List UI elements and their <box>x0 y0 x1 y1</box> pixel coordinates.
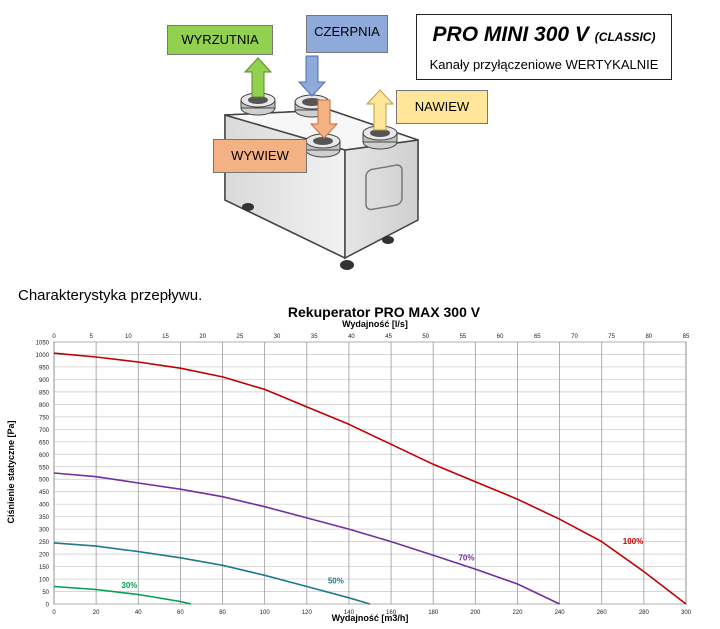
y-tick-label: 250 <box>39 540 50 546</box>
series-label: 100% <box>623 537 643 546</box>
x2-tick-label: 5 <box>90 334 94 340</box>
plot-frame <box>53 341 687 605</box>
label-wywiew: WYWIEW <box>213 139 307 173</box>
x2-tick-label: 70 <box>571 334 578 340</box>
arrow-down-czerpnia-icon <box>297 55 327 97</box>
x2-tick-label: 10 <box>125 334 132 340</box>
y-tick-label: 700 <box>39 428 50 434</box>
series-line-50pct <box>53 542 371 605</box>
label-wyrzutnia: WYRZUTNIA <box>167 25 273 55</box>
series-label: 50% <box>328 577 344 586</box>
model-subtitle: Kanały przyłączeniowe WERTYKALNIE <box>429 57 659 72</box>
x2-tick-label: 25 <box>237 334 244 340</box>
x2-tick-label: 80 <box>645 334 652 340</box>
x-tick-label: 0 <box>52 610 56 616</box>
y-tick-label: 750 <box>39 415 50 421</box>
x2-tick-label: 75 <box>608 334 615 340</box>
y-tick-label: 100 <box>39 578 50 584</box>
x2-tick-label: 0 <box>52 334 56 340</box>
chart-title: Rekuperator PRO MAX 300 V <box>288 304 481 320</box>
port-nawiew <box>362 125 398 150</box>
y-tick-label: 350 <box>39 515 50 521</box>
x-tick-label: 220 <box>512 610 523 616</box>
x2-tick-label: 20 <box>199 334 206 340</box>
x2-tick-label: 15 <box>162 334 169 340</box>
x2-tick-label: 50 <box>422 334 429 340</box>
x-tick-label: 180 <box>428 610 439 616</box>
x-tick-label: 100 <box>260 610 271 616</box>
label-czerpnia: CZERPNIA <box>306 15 388 53</box>
x-tick-label: 160 <box>386 610 397 616</box>
x2-tick-label: 85 <box>683 334 690 340</box>
y-tick-label: 1000 <box>36 353 50 359</box>
arrow-up-nawiew-icon <box>365 89 395 131</box>
x2-tick-label: 35 <box>311 334 318 340</box>
y-tick-label: 50 <box>42 590 49 596</box>
x-tick-label: 200 <box>470 610 481 616</box>
y-tick-label: 200 <box>39 553 50 559</box>
x-tick-label: 260 <box>597 610 608 616</box>
x2-tick-label: 40 <box>348 334 355 340</box>
x-tick-label: 280 <box>639 610 650 616</box>
caption: Charakterystyka przepływu. <box>18 287 203 304</box>
model-variant: (CLASSIC) <box>594 30 656 44</box>
arrow-down-wywiew-icon <box>309 99 339 139</box>
y-tick-label: 600 <box>39 453 50 459</box>
series-line-70pct <box>53 472 560 605</box>
port-wyrzutnia <box>240 92 276 116</box>
y-tick-label: 400 <box>39 503 50 509</box>
x-tick-label: 60 <box>177 610 184 616</box>
arrow-up-wyrzutnia-icon <box>243 57 273 98</box>
y-tick-label: 1050 <box>36 341 50 347</box>
x-tick-label: 40 <box>135 610 142 616</box>
y-tick-label: 800 <box>39 403 50 409</box>
x2-axis-label: Wydajność [l/s] <box>342 319 408 329</box>
x-axis-label: Wydajność [m3/h] <box>332 613 409 623</box>
y-tick-label: 300 <box>39 528 50 534</box>
y-tick-label: 150 <box>39 565 50 571</box>
x-tick-label: 20 <box>93 610 100 616</box>
x2-tick-label: 60 <box>497 334 504 340</box>
plot-area: 0501001502002503003504004505005506006507… <box>36 334 692 616</box>
x2-tick-label: 45 <box>385 334 392 340</box>
y-tick-label: 550 <box>39 465 50 471</box>
x2-tick-label: 65 <box>534 334 541 340</box>
x2-tick-label: 55 <box>460 334 467 340</box>
y-tick-label: 0 <box>46 603 50 609</box>
model-name: PRO MINI 300 V <box>432 23 589 46</box>
x-tick-label: 140 <box>344 610 355 616</box>
y-tick-label: 650 <box>39 440 50 446</box>
title-box: PRO MINI 300 V (CLASSIC) Kanały przyłącz… <box>416 14 672 80</box>
x-tick-label: 300 <box>681 610 692 616</box>
series-line-30pct <box>53 585 192 605</box>
series-label: 30% <box>121 581 137 590</box>
series-label: 70% <box>458 553 474 562</box>
y-tick-label: 900 <box>39 378 50 384</box>
y-axis-label: Ciśnienie statyczne [Pa] <box>6 420 16 523</box>
model-title: PRO MINI 300 V (CLASSIC) <box>417 23 671 47</box>
label-nawiew: NAWIEW <box>396 90 488 124</box>
y-tick-label: 850 <box>39 390 50 396</box>
x-tick-label: 240 <box>555 610 566 616</box>
y-tick-label: 500 <box>39 478 50 484</box>
y-tick-label: 450 <box>39 490 50 496</box>
flow-chart: Rekuperator PRO MAX 300 V Wydajność [l/s… <box>6 304 692 623</box>
port-wywiew <box>305 133 341 158</box>
series-line-100pct <box>53 352 687 605</box>
x-tick-label: 120 <box>302 610 313 616</box>
x2-tick-label: 30 <box>274 334 281 340</box>
x-tick-label: 80 <box>219 610 226 616</box>
y-tick-label: 950 <box>39 365 50 371</box>
